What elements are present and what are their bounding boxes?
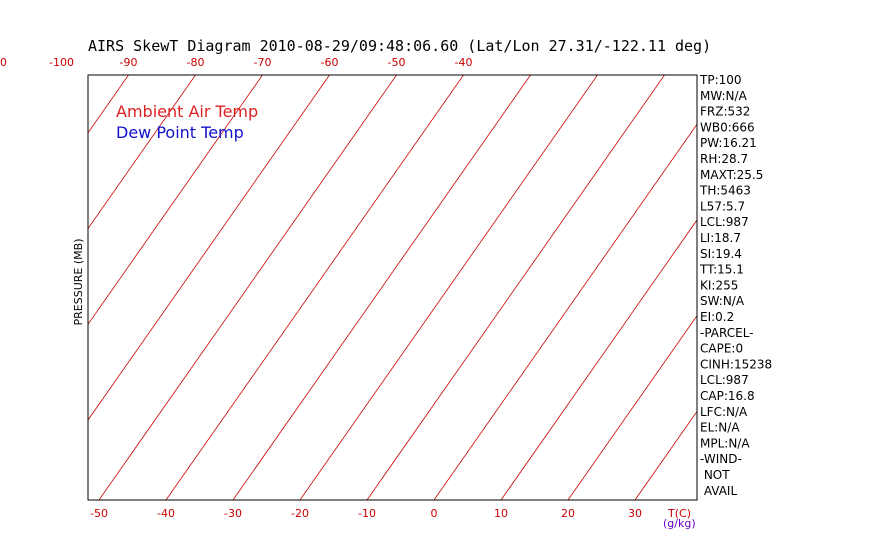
index-item: PW:16.21 bbox=[700, 136, 757, 150]
index-item: CAPE:0 bbox=[700, 342, 743, 356]
bottom-temp-tick-label: -50 bbox=[90, 507, 108, 520]
top-temp-tick-label: -40 bbox=[455, 56, 473, 69]
index-item: LFC:N/A bbox=[700, 405, 748, 419]
isotherm-line bbox=[634, 410, 697, 500]
legend-dew-label: Dew Point Temp bbox=[116, 123, 244, 142]
pressure-axis-title: PRESSURE (MB) bbox=[72, 239, 85, 326]
bottom-temp-tick-label: -10 bbox=[358, 507, 376, 520]
chart-title: AIRS SkewT Diagram 2010-08-29/09:48:06.6… bbox=[88, 37, 711, 55]
index-item: WB0:666 bbox=[700, 120, 755, 134]
isotherm-line bbox=[88, 75, 196, 230]
index-item: -PARCEL- bbox=[700, 326, 754, 340]
index-item: KI:255 bbox=[700, 278, 738, 292]
top-temp-tick-label: -110 bbox=[0, 56, 7, 69]
top-temp-tick-label: -100 bbox=[49, 56, 74, 69]
index-item: TP:100 bbox=[699, 73, 742, 87]
top-temp-tick-label: -50 bbox=[388, 56, 406, 69]
index-item: MAXT:25.5 bbox=[700, 168, 763, 182]
index-item: -WIND- bbox=[700, 452, 742, 466]
legend-air-label: Ambient Air Temp bbox=[116, 102, 258, 121]
bottom-temp-tick-label: -30 bbox=[224, 507, 242, 520]
index-item: AVAIL bbox=[700, 484, 737, 498]
background-grid bbox=[0, 75, 870, 500]
isotherm-line bbox=[366, 75, 665, 500]
isotherm-line bbox=[836, 75, 870, 500]
isotherm-line bbox=[299, 75, 598, 500]
bottom-temp-tick-label: 30 bbox=[628, 507, 642, 520]
bottom-temp-tick-label: 20 bbox=[561, 507, 575, 520]
index-item: SW:N/A bbox=[700, 294, 745, 308]
index-item: MW:N/A bbox=[700, 89, 748, 103]
isotherm-line bbox=[232, 75, 531, 500]
bottom-temp-tick-label: 0 bbox=[431, 507, 438, 520]
bottom-temp-unit: T(C) bbox=[667, 507, 691, 520]
index-item: EI:0.2 bbox=[700, 310, 734, 324]
bottom-temp-tick-label: -40 bbox=[157, 507, 175, 520]
index-item: RH:28.7 bbox=[700, 152, 748, 166]
isotherm-line bbox=[88, 75, 129, 134]
isotherm-line bbox=[98, 75, 397, 500]
index-item: LI:18.7 bbox=[700, 231, 741, 245]
index-item: TT:15.1 bbox=[699, 263, 744, 277]
index-item: LCL:987 bbox=[700, 373, 749, 387]
top-temp-tick-label: -60 bbox=[321, 56, 339, 69]
index-item: CAP:16.8 bbox=[700, 389, 755, 403]
isotherm-line bbox=[500, 219, 697, 500]
index-item: MPL:N/A bbox=[700, 436, 750, 450]
index-item: CINH:15238 bbox=[700, 357, 772, 371]
isotherm-line bbox=[88, 75, 330, 421]
index-item: SI:19.4 bbox=[700, 247, 742, 261]
axis-labels: 1002003004005006007008009001000PRESSURE … bbox=[0, 56, 696, 530]
index-item: FRZ:532 bbox=[700, 105, 750, 119]
isotherm-line bbox=[433, 123, 697, 500]
index-item: EL:N/A bbox=[700, 421, 740, 435]
top-temp-tick-label: -90 bbox=[120, 56, 138, 69]
bottom-temp-tick-label: -20 bbox=[291, 507, 309, 520]
index-item: L57:5.7 bbox=[700, 199, 745, 213]
isotherm-line bbox=[88, 75, 263, 325]
isotherm-line bbox=[567, 315, 697, 500]
isotherm-line bbox=[165, 75, 464, 500]
plot-frame bbox=[87, 74, 698, 501]
index-item: NOT bbox=[700, 468, 730, 482]
index-item: TH:5463 bbox=[699, 184, 751, 198]
top-temp-tick-label: -70 bbox=[254, 56, 272, 69]
top-temp-tick-label: -80 bbox=[187, 56, 205, 69]
isotherm-line bbox=[0, 75, 62, 500]
index-item: LCL:987 bbox=[700, 215, 749, 229]
isotherm-line bbox=[769, 75, 870, 500]
bottom-temp-tick-label: 10 bbox=[494, 507, 508, 520]
mixing-ratio-unit: (g/kg) bbox=[663, 517, 696, 530]
